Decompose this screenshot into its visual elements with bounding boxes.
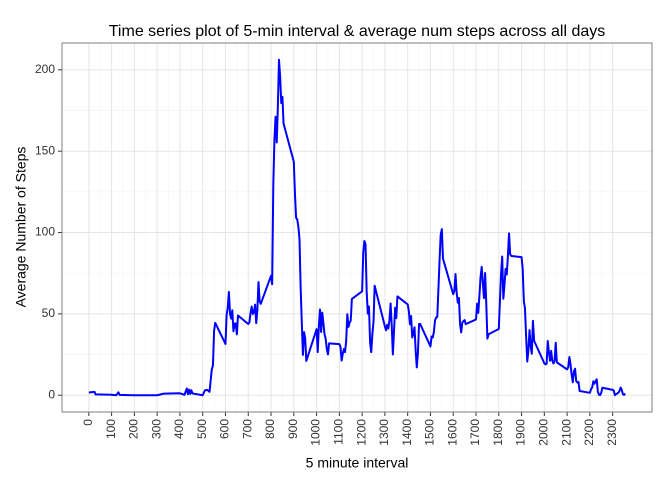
x-tick-label: 300 bbox=[149, 419, 163, 439]
x-tick-label: 1400 bbox=[400, 419, 414, 446]
x-tick-label: 1700 bbox=[468, 419, 482, 446]
plot-panel bbox=[62, 43, 652, 412]
x-tick-label: 2000 bbox=[537, 419, 551, 446]
x-tick-label: 700 bbox=[240, 419, 254, 439]
x-tick-label: 1100 bbox=[332, 419, 346, 445]
x-tick-label: 1900 bbox=[514, 419, 528, 446]
chart-title: Time series plot of 5-min interval & ave… bbox=[109, 23, 606, 40]
panel-border bbox=[61, 42, 653, 413]
y-tick-label: 200 bbox=[35, 62, 55, 76]
x-tick-label: 1000 bbox=[309, 419, 323, 446]
y-tick-label: 100 bbox=[35, 225, 55, 239]
x-tick-label: 2300 bbox=[605, 419, 619, 446]
y-tick-label: 0 bbox=[48, 387, 55, 401]
x-tick-label: 600 bbox=[218, 419, 232, 439]
x-tick-label: 100 bbox=[104, 419, 118, 439]
x-tick-label: 1200 bbox=[354, 419, 368, 446]
x-tick-label: 800 bbox=[263, 419, 277, 439]
x-axis-title: 5 minute interval bbox=[306, 455, 409, 471]
y-tick-label: 150 bbox=[35, 143, 55, 157]
x-tick-label: 1600 bbox=[445, 419, 459, 446]
x-tick-label: 1800 bbox=[491, 419, 505, 446]
x-tick-label: 0 bbox=[81, 419, 95, 426]
data-line bbox=[88, 58, 626, 397]
x-tick-label: 200 bbox=[127, 419, 141, 439]
x-tick-label: 400 bbox=[172, 419, 186, 439]
x-tick-label: 2200 bbox=[582, 419, 596, 446]
x-tick-label: 1500 bbox=[423, 419, 437, 446]
y-tick-label: 50 bbox=[42, 306, 56, 320]
x-tick-label: 2100 bbox=[559, 419, 573, 446]
y-axis-title: Average Number of Steps bbox=[13, 147, 29, 308]
x-tick-label: 500 bbox=[195, 419, 209, 439]
x-tick-label: 1300 bbox=[377, 419, 391, 446]
x-tick-label: 900 bbox=[286, 419, 300, 439]
